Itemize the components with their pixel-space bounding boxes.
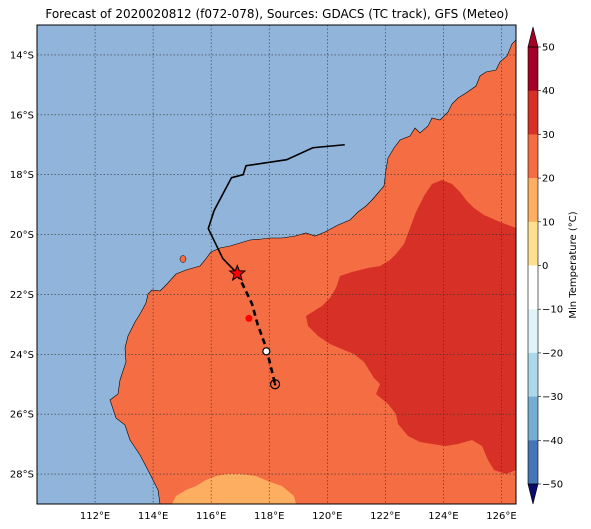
lat-tick-label: 18°S: [10, 170, 34, 181]
lon-tick-label: 122°E: [370, 511, 400, 522]
lon-tick-label: 126°E: [486, 511, 516, 522]
lat-tick-label: 22°S: [10, 290, 34, 301]
colorbar: 50 40 30 20 10 0 −10 −20 −30 −40 −50: [527, 26, 563, 505]
colorbar-segment: [528, 47, 538, 91]
island: [179, 255, 187, 263]
forecast-position-marker: [273, 382, 277, 386]
colorbar-segment: [528, 90, 538, 135]
forecast-position-marker: [262, 347, 271, 356]
colorbar-tick-label: 40: [542, 86, 555, 97]
colorbar-tick-label: 10: [542, 217, 555, 228]
colorbar-tick-label: −50: [542, 480, 563, 491]
lat-tick-label: 26°S: [10, 410, 34, 421]
lon-tick-label: 120°E: [312, 511, 342, 522]
current-position-star-icon: [228, 264, 247, 282]
colorbar-extend-min: [527, 483, 539, 505]
colorbar-tick-label: 50: [542, 43, 555, 54]
cool-region: [172, 474, 296, 504]
colorbar-segment: [528, 178, 538, 223]
colorbar-segment: [528, 440, 538, 485]
lon-tick-label: 114°E: [138, 511, 168, 522]
colorbar-tick-label: 20: [542, 174, 555, 185]
hot-region: [306, 180, 516, 474]
forecast-position-marker: [245, 314, 253, 322]
tc-track: [207, 143, 345, 390]
colorbar-segment: [528, 265, 538, 310]
observed-track-line: [207, 143, 345, 275]
lon-tick-label: 112°E: [80, 511, 110, 522]
map-title: Forecast of 2020020812 (f072-078), Sourc…: [45, 7, 508, 21]
lon-tick-label: 124°E: [428, 511, 458, 522]
map-area: [37, 25, 516, 504]
colorbar-segment: [528, 134, 538, 179]
lat-tick-label: 28°S: [10, 470, 34, 481]
lat-tick-label: 16°S: [10, 110, 34, 121]
map-frame: [36, 24, 517, 505]
colorbar-tick-label: −40: [542, 436, 563, 447]
colorbar-label: Min Temperature (°C): [568, 211, 579, 318]
colorbar-segment: [528, 309, 538, 354]
colorbar-tick-label: −10: [542, 305, 563, 316]
forecast-position-marker: [269, 379, 281, 390]
colorbar-tick-label: 0: [542, 261, 548, 272]
gridlines: [37, 25, 516, 504]
colorbar-segment: [528, 352, 538, 397]
lat-tick-label: 20°S: [10, 230, 34, 241]
lon-tick-label: 118°E: [254, 511, 284, 522]
lat-tick-label: 24°S: [10, 350, 34, 361]
colorbar-tick-label: −20: [542, 348, 563, 359]
lon-tick-labels: 112°E 114°E 116°E 118°E 120°E 122°E 124°E 126°E: [80, 511, 517, 522]
lat-tick-label: 14°S: [10, 50, 34, 61]
colorbar-tick-label: 30: [542, 130, 555, 141]
forecast-track-line: [236, 272, 277, 385]
lon-tick-label: 116°E: [196, 511, 226, 522]
colorbar-segment: [528, 221, 538, 266]
colorbar-tick-label: −30: [542, 392, 563, 403]
lat-tick-labels: 14°S 16°S 18°S 20°S 22°S 24°S 26°S 28°S: [10, 50, 34, 480]
colorbar-segment: [528, 396, 538, 441]
colorbar-extend-max: [527, 26, 539, 48]
